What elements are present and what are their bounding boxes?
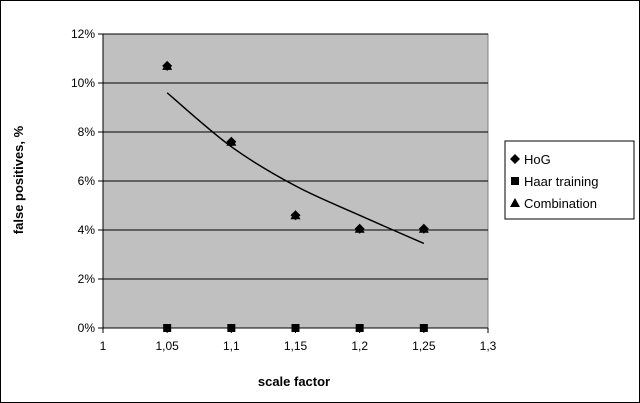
axes: 0% 2% 4% 6% 8% 10% 12% 1 1,05 1,1 1,15 1,2 1,25 1,3: [71, 27, 497, 353]
y-tick-label: 10%: [71, 76, 95, 90]
legend-marker-hog: [510, 154, 520, 164]
legend-label-hog: HoG: [524, 152, 551, 167]
legend-marker-haar-training: [511, 177, 519, 185]
trendline-layer: [166, 92, 425, 245]
y-tick-label: 8%: [78, 125, 96, 139]
trendline: [166, 92, 425, 245]
x-tick-label: 1,3: [480, 339, 497, 353]
x-tick-label: 1,25: [412, 339, 436, 353]
x-axis-title: scale factor: [258, 374, 330, 389]
point-combination: [290, 210, 301, 220]
x-tick-label: 1: [100, 339, 107, 353]
legend-box: [504, 140, 635, 220]
legend: HoG Haar training Combination: [510, 152, 598, 211]
x-tick-label: 1,05: [155, 339, 179, 353]
legend-marker-combination: [510, 198, 520, 207]
y-tick-label: 6%: [78, 174, 96, 188]
x-tick-label: 1,2: [351, 339, 368, 353]
point-combination: [226, 136, 237, 146]
point-combination: [162, 60, 173, 70]
y-tick-label: 4%: [78, 223, 96, 237]
legend-label-combination: Combination: [524, 196, 597, 211]
y-tick-label: 0%: [78, 321, 96, 335]
y-axis-title: false positives, %: [11, 125, 26, 234]
point-combination: [418, 223, 429, 233]
y-tick-label: 2%: [78, 272, 96, 286]
x-tick-label: 1,15: [284, 339, 308, 353]
gridlines: [103, 33, 488, 280]
point-combination: [354, 223, 365, 233]
y-tick-label: 12%: [71, 27, 95, 41]
x-tick-label: 1,1: [223, 339, 240, 353]
legend-label-haar-training: Haar training: [524, 174, 598, 189]
